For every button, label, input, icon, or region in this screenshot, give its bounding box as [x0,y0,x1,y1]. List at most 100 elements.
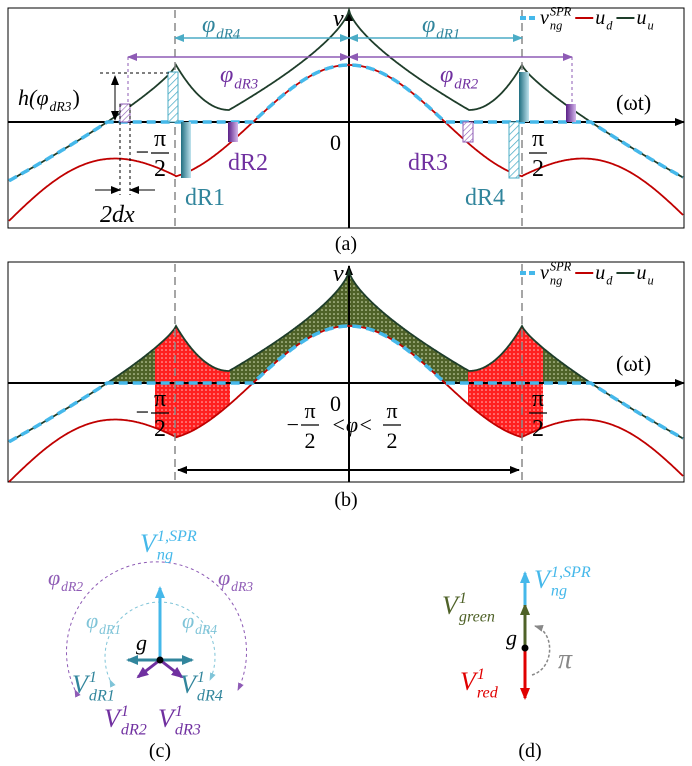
label: φ [48,565,60,590]
label: g [506,625,517,650]
label-sub: dR4 [216,27,241,43]
label: dR1 [185,185,225,211]
bar-dR2-mirror [566,104,576,122]
label-sub: dR4 [197,687,223,704]
label-sub: dR2 [121,721,147,738]
frac-num: π [154,386,166,412]
label: V [158,704,177,733]
curves-b [8,265,685,483]
label: v [540,262,549,284]
frac-den: 2 [387,428,398,453]
label: π [558,644,573,675]
label-sub: dR1 [89,687,115,704]
label-sub: ng [550,19,562,33]
label-sub: d [606,19,613,33]
label-sup: 1,SPR [157,528,197,545]
vector-dR3 [159,658,184,679]
label: 2dx [100,202,135,228]
axis-label: v [333,261,344,287]
frac-sign: − [135,140,149,166]
label: φ [422,12,435,38]
axis-label: v [333,6,344,32]
curve-uu [8,267,684,443]
curve-vng [8,324,684,444]
label-sup: 1,SPR [551,564,591,581]
frac-sign: − [135,400,149,426]
label-sub: u [647,19,653,33]
label: u [595,262,605,284]
label-sub: red [477,684,499,701]
label: V [442,591,461,620]
frac-den: 2 [532,156,544,182]
label: h(φ [18,85,49,110]
frac-num: π [532,386,544,412]
bar-dR3 [462,121,474,143]
frac-den: 2 [154,416,166,442]
range-middle: <φ< [331,412,373,437]
label-sup: SPR [550,260,572,274]
bar-dR1 [181,122,191,178]
origin-label: 0 [330,130,341,155]
label: dR2 [228,150,268,176]
label-sub: dR1 [436,27,460,43]
bar-dR4-mirror [167,71,179,123]
label: φ [218,565,230,590]
label-sub: ng [550,274,562,288]
label-sub: dR1 [99,622,121,637]
label-sub: green [459,608,495,625]
label-sup: 1 [197,669,205,686]
label: dR4 [465,185,505,211]
frac-den: 2 [305,428,316,453]
frame-b [7,261,685,483]
axis-label: (ωt) [616,90,651,115]
label: φ [202,12,215,38]
label-sub: dR3 [175,721,201,738]
label-sub: dR2 [61,579,83,594]
bar-dR1-mirror [519,72,529,122]
bar-dR2 [228,122,238,142]
label-sup: 1 [459,590,467,607]
frac-num: π [304,398,315,423]
vector-dR2 [136,658,161,679]
label-sup: 1 [175,703,183,720]
bar-dR3-mirror [119,103,131,123]
origin-g [521,644,529,652]
label: dR3 [408,150,448,176]
label: v [540,7,549,29]
label-sup: 1 [121,703,129,720]
label: V [104,704,123,733]
bar-dR4 [508,121,520,179]
label-sub: dR2 [454,77,479,93]
label: u [636,7,646,29]
label: φ [182,608,194,633]
label-sub: ng [551,582,567,599]
label-sub: dR3 [50,99,72,114]
label-sub: u [647,274,653,288]
origin-label: 0 [330,391,341,416]
frac-num: π [154,126,166,152]
rotation-arc [531,624,551,676]
label: φ [440,62,453,88]
frac-den: 2 [532,416,544,442]
frac-sign: − [287,412,299,437]
shaded-area [9,271,683,442]
caption: (b) [334,489,357,511]
label-sub: dR3 [231,579,253,594]
label: V [180,670,199,699]
caption: (c) [149,740,171,762]
origin-g [156,656,164,664]
label-sub: dR3 [234,77,258,93]
label-sub: ng [157,546,173,563]
label-tail: ) [72,85,79,110]
label: φ [86,608,98,633]
frac-num: π [532,126,544,152]
phase-arc [66,561,247,698]
label: φ [220,62,233,88]
label: g [136,630,147,655]
label: V [140,529,159,558]
label: V [72,670,91,699]
label: u [636,262,646,284]
caption: (a) [335,233,357,255]
label: V [460,667,479,696]
label-sup: 1 [477,666,485,683]
